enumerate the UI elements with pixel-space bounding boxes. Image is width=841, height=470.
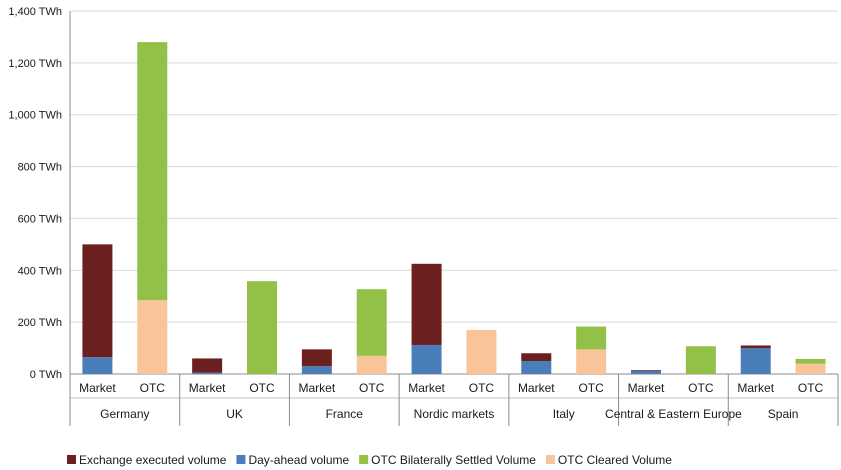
bar-segment (82, 357, 113, 374)
bar-segment (631, 370, 661, 374)
y-tick-label: 1,000 TWh (8, 110, 62, 122)
x-group-label: Italy (553, 407, 575, 421)
bar-segment (795, 363, 826, 374)
y-tick-label: 1,400 TWh (8, 6, 62, 18)
bar-segment (521, 353, 552, 362)
bar-segment (356, 289, 387, 356)
x-category-label: OTC (140, 381, 166, 395)
bar-segment (247, 281, 277, 374)
bar-segment (576, 326, 607, 350)
legend-label: Exchange executed volume (79, 453, 227, 467)
x-group-label: France (326, 407, 364, 421)
legend-swatch (545, 455, 555, 464)
x-category-label: Market (189, 381, 226, 395)
bar-segment (685, 346, 716, 374)
x-category-label: Market (737, 381, 774, 395)
bar-segment (137, 42, 168, 301)
x-category-label: Market (628, 381, 665, 395)
x-category-label: OTC (798, 381, 824, 395)
gridlines (69, 10, 838, 375)
bar-segment (411, 263, 442, 345)
x-group-label: Germany (100, 407, 149, 421)
x-category-label: Market (79, 381, 116, 395)
y-tick-label: 200 TWh (18, 317, 62, 329)
y-tick-label: 0 TWh (30, 369, 62, 381)
legend-swatch (236, 455, 246, 464)
x-group-label: Nordic markets (414, 407, 495, 421)
legend: Exchange executed volume Day-ahead volume… (67, 453, 672, 467)
legend-swatch (359, 455, 369, 464)
legend-label: Day-ahead volume (248, 453, 349, 467)
x-category-label: OTC (688, 381, 714, 395)
y-tick-label: 400 TWh (18, 265, 62, 277)
x-category-label: Market (299, 381, 336, 395)
y-tick-label: 600 TWh (18, 213, 62, 225)
bar-segment (521, 361, 552, 374)
x-group-label: Central & Eastern Europe (605, 407, 742, 421)
legend-label: OTC Cleared Volume (558, 453, 672, 467)
x-category-label: OTC (469, 381, 495, 395)
bar-segment (192, 372, 223, 374)
y-tick-label: 1,200 TWh (8, 58, 62, 70)
legend-label: OTC Bilaterally Settled Volume (371, 453, 536, 467)
x-group-label: Spain (768, 407, 799, 421)
bars (82, 42, 826, 374)
bar-segment (301, 366, 332, 374)
bar-segment (795, 358, 826, 364)
bar-segment (82, 244, 113, 358)
bar-segment (137, 300, 168, 374)
bar-segment (466, 329, 497, 374)
bar-segment (301, 349, 332, 367)
bar-segment (356, 355, 387, 374)
bar-segment (740, 345, 771, 349)
bar-segment (576, 349, 607, 374)
bar-segment (411, 344, 442, 374)
bar-segment (192, 358, 223, 373)
y-tick-label: 800 TWh (18, 162, 62, 174)
x-category-label: OTC (249, 381, 275, 395)
x-category-label: OTC (359, 381, 385, 395)
x-category-label: Market (408, 381, 445, 395)
bar-segment (740, 348, 771, 374)
x-category-label: Market (518, 381, 555, 395)
legend-swatch (67, 455, 76, 464)
bar-segment (631, 370, 661, 371)
y-axis-ticks: 0 TWh 200 TWh 400 TWh 600 TWh 800 TWh 1,000 T… (8, 6, 62, 381)
x-group-label: UK (226, 407, 243, 421)
x-category-label: OTC (578, 381, 604, 395)
